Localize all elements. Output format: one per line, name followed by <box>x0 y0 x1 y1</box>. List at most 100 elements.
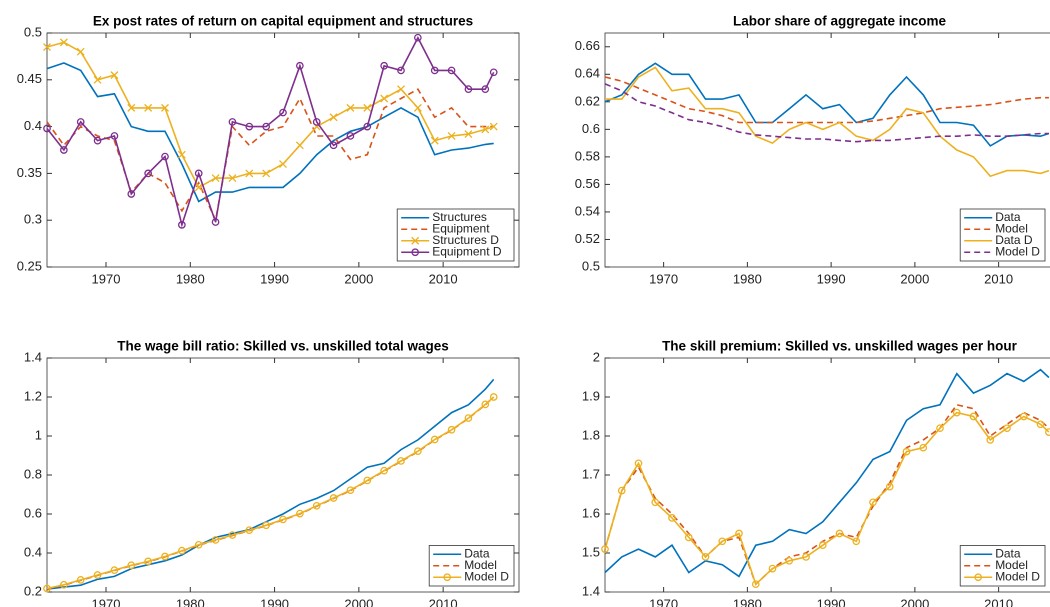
marker <box>411 248 420 257</box>
axes-frame <box>604 32 1050 268</box>
x-tick-label: 2010 <box>429 271 458 286</box>
chart-title: Labor share of aggregate income <box>733 14 947 29</box>
marker <box>43 124 51 133</box>
marker <box>481 125 490 134</box>
y-tick-label: 0.25 <box>17 258 42 273</box>
y-tick-label: 0.4 <box>24 544 42 559</box>
marker <box>279 108 287 117</box>
x-tick-label: 2000 <box>344 596 373 607</box>
marker <box>296 61 304 70</box>
y-tick-label: 0.6 <box>24 505 42 520</box>
marker <box>93 136 102 145</box>
marker <box>144 103 153 112</box>
x-tick-label: 2010 <box>429 596 458 607</box>
y-tick-label: 0.66 <box>575 38 600 53</box>
marker <box>60 146 68 154</box>
marker <box>447 66 456 75</box>
y-tick-label: 0.45 <box>17 71 42 86</box>
x-tick-label: 1990 <box>260 271 289 286</box>
marker <box>144 169 152 178</box>
marker <box>43 43 51 51</box>
marker <box>885 482 894 491</box>
marker <box>651 498 660 507</box>
y-tick-label: 1.7 <box>582 466 600 481</box>
marker <box>363 103 372 112</box>
marker <box>701 553 710 561</box>
x-tick-label: 1980 <box>733 271 762 286</box>
axes-frame <box>46 32 520 268</box>
series-line <box>605 66 1050 178</box>
marker <box>110 71 119 80</box>
marker <box>363 476 372 485</box>
marker <box>447 425 456 434</box>
y-tick-label: 0.5 <box>24 24 42 39</box>
marker <box>245 169 254 178</box>
marker <box>329 141 338 150</box>
marker <box>211 174 220 183</box>
x-tick-label: 1970 <box>92 271 121 286</box>
marker <box>464 414 473 422</box>
marker <box>601 545 609 553</box>
marker <box>43 584 51 593</box>
marker <box>329 494 338 502</box>
legend-box <box>428 545 515 587</box>
marker <box>161 552 169 561</box>
marker <box>245 526 254 535</box>
marker <box>969 412 978 421</box>
marker <box>346 103 355 112</box>
marker <box>76 576 85 584</box>
series-line <box>604 83 1049 143</box>
marker <box>684 533 693 542</box>
y-tick-label: 0.62 <box>575 93 600 108</box>
marker <box>295 141 304 150</box>
series-line <box>604 76 1049 124</box>
marker <box>902 447 911 456</box>
marker <box>818 541 827 550</box>
axes-frame <box>604 357 1050 593</box>
marker <box>312 118 321 126</box>
legend-label: Data <box>995 546 1021 560</box>
series-line <box>604 62 1050 147</box>
marker <box>852 537 861 546</box>
y-tick-label: 0.2 <box>24 583 42 598</box>
y-tick-label: 0.52 <box>575 231 600 246</box>
y-tick-label: 0.5 <box>582 258 600 273</box>
chart-title: The wage bill ratio: Skilled vs. unskill… <box>117 339 449 354</box>
marker <box>430 136 439 145</box>
y-tick-label: 0.6 <box>582 121 600 136</box>
legend-label: Data D <box>995 233 1033 247</box>
marker <box>76 47 85 56</box>
subplot: The wage bill ratio: Skilled vs. unskill… <box>24 339 520 607</box>
y-tick-label: 0.4 <box>24 118 42 133</box>
marker <box>110 132 119 140</box>
x-tick-label: 2010 <box>984 596 1013 607</box>
y-tick-label: 1.6 <box>582 505 600 520</box>
marker <box>411 236 420 245</box>
marker <box>489 68 498 77</box>
y-tick-label: 1 <box>35 427 42 442</box>
y-tick-label: 0.54 <box>575 203 600 218</box>
y-tick-label: 0.58 <box>575 148 600 163</box>
marker <box>127 103 136 112</box>
marker <box>296 509 304 518</box>
series-line <box>46 396 495 590</box>
y-tick-label: 0.56 <box>575 176 600 191</box>
chart-title: Ex post rates of return on capital equip… <box>93 14 473 29</box>
legend-box <box>959 545 1046 587</box>
marker <box>430 66 439 75</box>
marker <box>380 94 389 103</box>
marker <box>312 501 321 510</box>
legend-label: Structures D <box>432 233 499 247</box>
marker <box>481 400 490 409</box>
series-line <box>46 88 494 223</box>
marker <box>936 424 944 433</box>
marker <box>397 457 405 465</box>
marker <box>1036 420 1045 429</box>
legend-label: Data <box>995 210 1021 224</box>
marker <box>489 122 498 131</box>
chart-title: The skill premium: Skilled vs. unskilled… <box>662 339 1018 354</box>
